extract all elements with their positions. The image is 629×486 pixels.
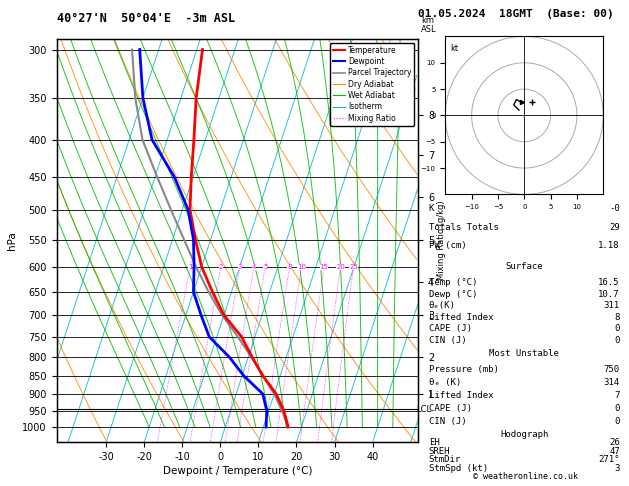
Text: Dewp (°C): Dewp (°C) bbox=[429, 290, 477, 299]
Text: 3: 3 bbox=[615, 464, 620, 473]
Text: 0: 0 bbox=[615, 417, 620, 426]
Text: 47: 47 bbox=[609, 447, 620, 456]
Text: K: K bbox=[429, 205, 434, 213]
Text: 8: 8 bbox=[615, 313, 620, 322]
Text: 26: 26 bbox=[609, 438, 620, 447]
Text: EH: EH bbox=[429, 438, 440, 447]
Y-axis label: hPa: hPa bbox=[7, 231, 17, 250]
Text: Lifted Index: Lifted Index bbox=[429, 391, 493, 400]
Text: 16.5: 16.5 bbox=[598, 278, 620, 288]
Text: © weatheronline.co.uk: © weatheronline.co.uk bbox=[473, 472, 577, 481]
Text: 7: 7 bbox=[615, 391, 620, 400]
Text: 311: 311 bbox=[604, 301, 620, 311]
Text: 3: 3 bbox=[238, 264, 242, 270]
Text: 0: 0 bbox=[615, 336, 620, 345]
Text: Temp (°C): Temp (°C) bbox=[429, 278, 477, 288]
Legend: Temperature, Dewpoint, Parcel Trajectory, Dry Adiabat, Wet Adiabat, Isotherm, Mi: Temperature, Dewpoint, Parcel Trajectory… bbox=[330, 43, 415, 125]
Text: Pressure (mb): Pressure (mb) bbox=[429, 365, 499, 374]
Text: Totals Totals: Totals Totals bbox=[429, 223, 499, 232]
Text: PW (cm): PW (cm) bbox=[429, 242, 467, 250]
Text: Hodograph: Hodograph bbox=[500, 430, 548, 439]
Text: 0: 0 bbox=[615, 404, 620, 413]
Text: 8: 8 bbox=[287, 264, 292, 270]
Text: LCL: LCL bbox=[416, 405, 431, 414]
Text: 20: 20 bbox=[336, 264, 345, 270]
Text: θₑ (K): θₑ (K) bbox=[429, 378, 461, 387]
Text: Lifted Index: Lifted Index bbox=[429, 313, 493, 322]
Text: 314: 314 bbox=[604, 378, 620, 387]
Text: CAPE (J): CAPE (J) bbox=[429, 325, 472, 333]
Text: Most Unstable: Most Unstable bbox=[489, 349, 559, 358]
Text: StmDir: StmDir bbox=[429, 455, 461, 464]
Text: CAPE (J): CAPE (J) bbox=[429, 404, 472, 413]
Text: CIN (J): CIN (J) bbox=[429, 417, 467, 426]
Text: 271°: 271° bbox=[598, 455, 620, 464]
Text: 2: 2 bbox=[219, 264, 223, 270]
Text: θₑ(K): θₑ(K) bbox=[429, 301, 455, 311]
Text: 1: 1 bbox=[188, 264, 192, 270]
Text: 0: 0 bbox=[615, 325, 620, 333]
Text: SREH: SREH bbox=[429, 447, 450, 456]
Text: StmSpd (kt): StmSpd (kt) bbox=[429, 464, 488, 473]
Text: 10: 10 bbox=[297, 264, 306, 270]
Text: 750: 750 bbox=[604, 365, 620, 374]
Text: 01.05.2024  18GMT  (Base: 00): 01.05.2024 18GMT (Base: 00) bbox=[418, 9, 614, 19]
Text: -0: -0 bbox=[609, 205, 620, 213]
Text: 4: 4 bbox=[252, 264, 256, 270]
Text: 15: 15 bbox=[320, 264, 328, 270]
Text: 29: 29 bbox=[609, 223, 620, 232]
Text: 25: 25 bbox=[349, 264, 358, 270]
Text: 1.18: 1.18 bbox=[598, 242, 620, 250]
Text: Surface: Surface bbox=[506, 261, 543, 271]
X-axis label: Dewpoint / Temperature (°C): Dewpoint / Temperature (°C) bbox=[163, 466, 312, 476]
Text: 40°27'N  50°04'E  -3m ASL: 40°27'N 50°04'E -3m ASL bbox=[57, 12, 235, 25]
Text: 5: 5 bbox=[263, 264, 267, 270]
Text: 10.7: 10.7 bbox=[598, 290, 620, 299]
Text: Mixing Ratio (g/kg): Mixing Ratio (g/kg) bbox=[437, 201, 446, 280]
Text: CIN (J): CIN (J) bbox=[429, 336, 467, 345]
Text: km
ASL: km ASL bbox=[421, 16, 437, 34]
Text: kt: kt bbox=[450, 44, 459, 53]
